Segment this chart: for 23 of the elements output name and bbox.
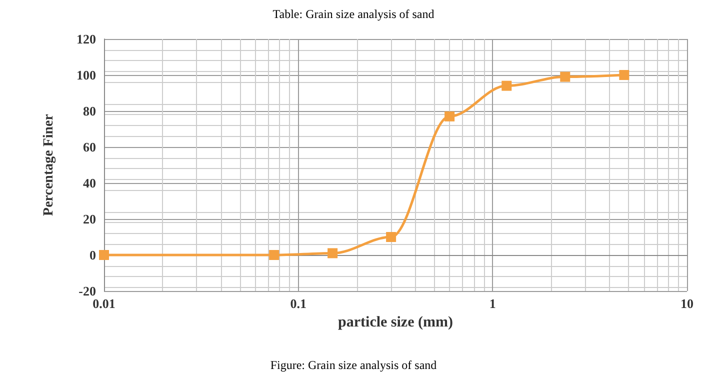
point	[328, 248, 338, 258]
x-tick-label: 0.01	[92, 296, 116, 311]
y-axis-title: Percentage Finer	[42, 114, 56, 216]
y-tick-label: 20	[83, 212, 96, 226]
y-tick-label: 100	[76, 68, 96, 82]
y-tick-label: 0	[90, 248, 96, 262]
y-tick-label: 40	[83, 176, 96, 190]
point	[560, 72, 570, 82]
x-tick-label: 1	[489, 296, 496, 311]
point	[386, 232, 396, 242]
point	[444, 111, 455, 122]
x-tick-label: 10	[680, 296, 694, 311]
y-tick-label: -20	[78, 284, 96, 298]
point	[619, 70, 630, 80]
y-tick-label: 80	[83, 104, 96, 118]
text: Figure: Grain size analysis of sand	[270, 358, 437, 372]
x-tick-label: 0.1	[290, 296, 306, 311]
point	[502, 80, 512, 91]
chart-title: Table: Grain size analysis of sand	[272, 7, 434, 21]
y-tick-label: 60	[83, 140, 96, 154]
x-axis-title: particle size (mm)	[338, 314, 453, 330]
y-tick-label: 120	[76, 32, 96, 46]
point	[269, 250, 280, 260]
